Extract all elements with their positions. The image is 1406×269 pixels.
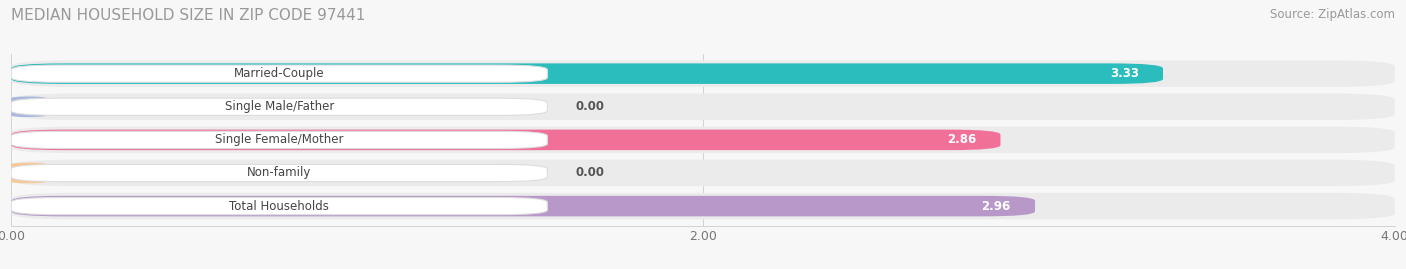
FancyBboxPatch shape [11, 196, 1035, 216]
FancyBboxPatch shape [11, 94, 1395, 120]
Text: MEDIAN HOUSEHOLD SIZE IN ZIP CODE 97441: MEDIAN HOUSEHOLD SIZE IN ZIP CODE 97441 [11, 8, 366, 23]
FancyBboxPatch shape [11, 164, 547, 182]
Text: Non-family: Non-family [247, 167, 312, 179]
FancyBboxPatch shape [11, 163, 46, 183]
Text: Married-Couple: Married-Couple [233, 67, 325, 80]
Text: Total Households: Total Households [229, 200, 329, 213]
FancyBboxPatch shape [11, 63, 1163, 84]
FancyBboxPatch shape [11, 131, 547, 148]
Text: 2.86: 2.86 [948, 133, 976, 146]
FancyBboxPatch shape [11, 130, 1001, 150]
Text: 0.00: 0.00 [575, 167, 605, 179]
FancyBboxPatch shape [11, 98, 547, 115]
FancyBboxPatch shape [11, 65, 547, 82]
Text: Single Female/Mother: Single Female/Mother [215, 133, 343, 146]
FancyBboxPatch shape [11, 193, 1395, 219]
FancyBboxPatch shape [11, 97, 46, 117]
Text: Single Male/Father: Single Male/Father [225, 100, 335, 113]
FancyBboxPatch shape [11, 197, 547, 215]
Text: 0.00: 0.00 [575, 100, 605, 113]
Text: 3.33: 3.33 [1109, 67, 1139, 80]
FancyBboxPatch shape [11, 160, 1395, 186]
FancyBboxPatch shape [11, 61, 1395, 87]
Text: Source: ZipAtlas.com: Source: ZipAtlas.com [1270, 8, 1395, 21]
FancyBboxPatch shape [11, 127, 1395, 153]
Text: 2.96: 2.96 [981, 200, 1011, 213]
